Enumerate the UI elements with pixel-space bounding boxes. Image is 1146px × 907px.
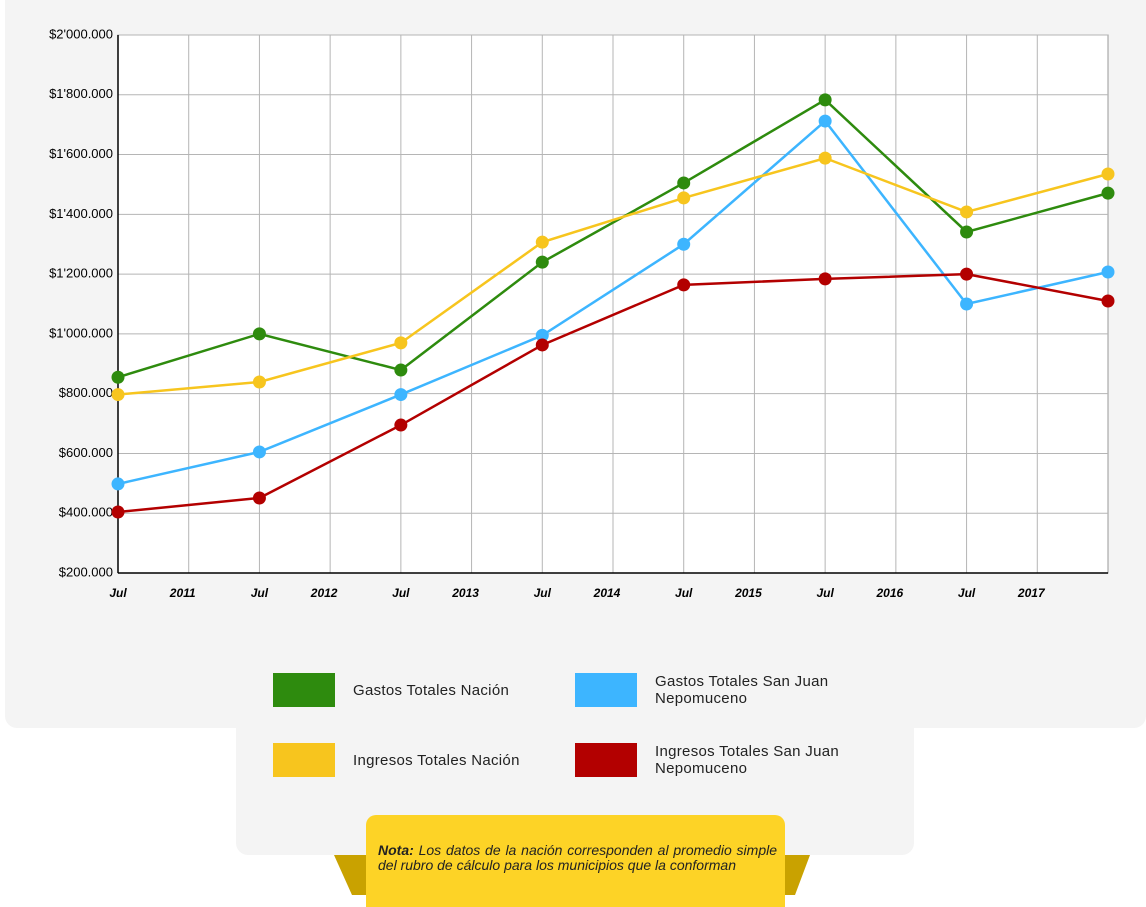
data-point bbox=[960, 297, 974, 311]
data-point bbox=[394, 418, 408, 432]
x-tick-label: 2012 bbox=[310, 586, 338, 600]
data-point bbox=[252, 375, 266, 389]
y-tick-label: $200.000 bbox=[59, 564, 113, 579]
y-tick-label: $1'800.000 bbox=[49, 86, 113, 101]
data-point bbox=[111, 477, 125, 491]
data-point bbox=[535, 255, 549, 269]
data-point bbox=[535, 235, 549, 249]
data-point bbox=[818, 272, 832, 286]
note-label: Nota: bbox=[378, 842, 414, 858]
legend-label: Gastos Totales San Juan Nepomuceno bbox=[655, 673, 829, 707]
legend-swatch bbox=[273, 673, 335, 707]
y-tick-label: $1'400.000 bbox=[49, 206, 113, 221]
y-tick-label: $1'000.000 bbox=[49, 325, 113, 340]
data-point bbox=[818, 151, 832, 165]
legend-label: Gastos Totales Nación bbox=[353, 681, 510, 699]
x-tick-label: 2016 bbox=[876, 586, 904, 600]
chart: $200.000 $400.000 $600.000 $800.000 $1'000.0… bbox=[49, 26, 1115, 600]
data-point bbox=[111, 370, 125, 384]
data-point bbox=[677, 278, 691, 292]
x-tick-label: 2017 bbox=[1017, 586, 1046, 600]
legend-swatch bbox=[575, 743, 637, 777]
x-tick-label: 2013 bbox=[451, 586, 479, 600]
data-point bbox=[252, 491, 266, 505]
y-tick-label: $400.000 bbox=[59, 505, 113, 520]
x-tick-label: Jul bbox=[675, 586, 693, 600]
data-point bbox=[818, 114, 832, 128]
data-point bbox=[252, 445, 266, 459]
data-point bbox=[960, 267, 974, 281]
legend-item: Gastos Totales Nación bbox=[273, 673, 563, 707]
data-point bbox=[677, 176, 691, 190]
data-point bbox=[252, 327, 266, 341]
x-tick-label: Jul bbox=[816, 586, 834, 600]
data-point bbox=[1101, 186, 1115, 200]
x-tick-label: 2014 bbox=[593, 586, 621, 600]
y-tick-label: $1'600.000 bbox=[49, 146, 113, 161]
data-point bbox=[677, 191, 691, 205]
x-tick-label: Jul bbox=[534, 586, 552, 600]
data-point bbox=[677, 237, 691, 251]
x-tick-label: Jul bbox=[958, 586, 976, 600]
data-point bbox=[394, 336, 408, 350]
legend-swatch bbox=[575, 673, 637, 707]
x-tick-label: Jul bbox=[392, 586, 410, 600]
series-line bbox=[117, 98, 1109, 379]
legend-item: Ingresos Totales San Juan Nepomuceno bbox=[575, 743, 895, 777]
series-line bbox=[117, 119, 1109, 486]
series-line bbox=[117, 272, 1109, 514]
y-tick-label: $600.000 bbox=[59, 445, 113, 460]
legend-swatch bbox=[273, 743, 335, 777]
data-point bbox=[818, 93, 832, 107]
data-point bbox=[1101, 294, 1115, 308]
x-tick-label: Jul bbox=[251, 586, 269, 600]
ribbon-left bbox=[334, 855, 366, 895]
ribbon-right bbox=[785, 855, 810, 895]
y-tick-label: $2'000.000 bbox=[49, 26, 113, 41]
y-tick-label: $1'200.000 bbox=[49, 266, 113, 281]
y-tick-label: $800.000 bbox=[59, 385, 113, 400]
legend-label: Ingresos Totales San Juan Nepomuceno bbox=[655, 743, 840, 777]
data-point bbox=[535, 338, 549, 352]
data-point bbox=[394, 388, 408, 402]
data-point bbox=[535, 328, 549, 342]
x-tick-label: Jul bbox=[109, 586, 127, 600]
data-point bbox=[111, 505, 125, 519]
legend-item: Ingresos Totales Nación bbox=[273, 743, 563, 777]
data-point bbox=[1101, 265, 1115, 279]
x-tick-label: 2015 bbox=[734, 586, 762, 600]
note: Nota: Los datos de la nación corresponde… bbox=[366, 815, 785, 907]
data-point bbox=[111, 388, 125, 402]
data-point bbox=[960, 205, 974, 219]
note-text: Los datos de la nación corresponden al p… bbox=[378, 842, 778, 873]
data-point bbox=[394, 363, 408, 377]
legend-label: Ingresos Totales Nación bbox=[353, 751, 520, 769]
x-tick-label: 2011 bbox=[169, 586, 196, 600]
series-line bbox=[117, 156, 1109, 396]
legend-item: Gastos Totales San Juan Nepomuceno bbox=[575, 673, 895, 707]
data-point bbox=[1101, 167, 1115, 181]
data-point bbox=[960, 225, 974, 239]
